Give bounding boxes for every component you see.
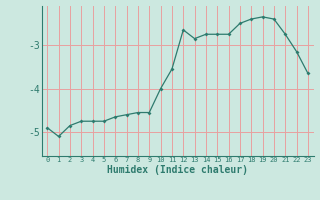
X-axis label: Humidex (Indice chaleur): Humidex (Indice chaleur) — [107, 165, 248, 175]
